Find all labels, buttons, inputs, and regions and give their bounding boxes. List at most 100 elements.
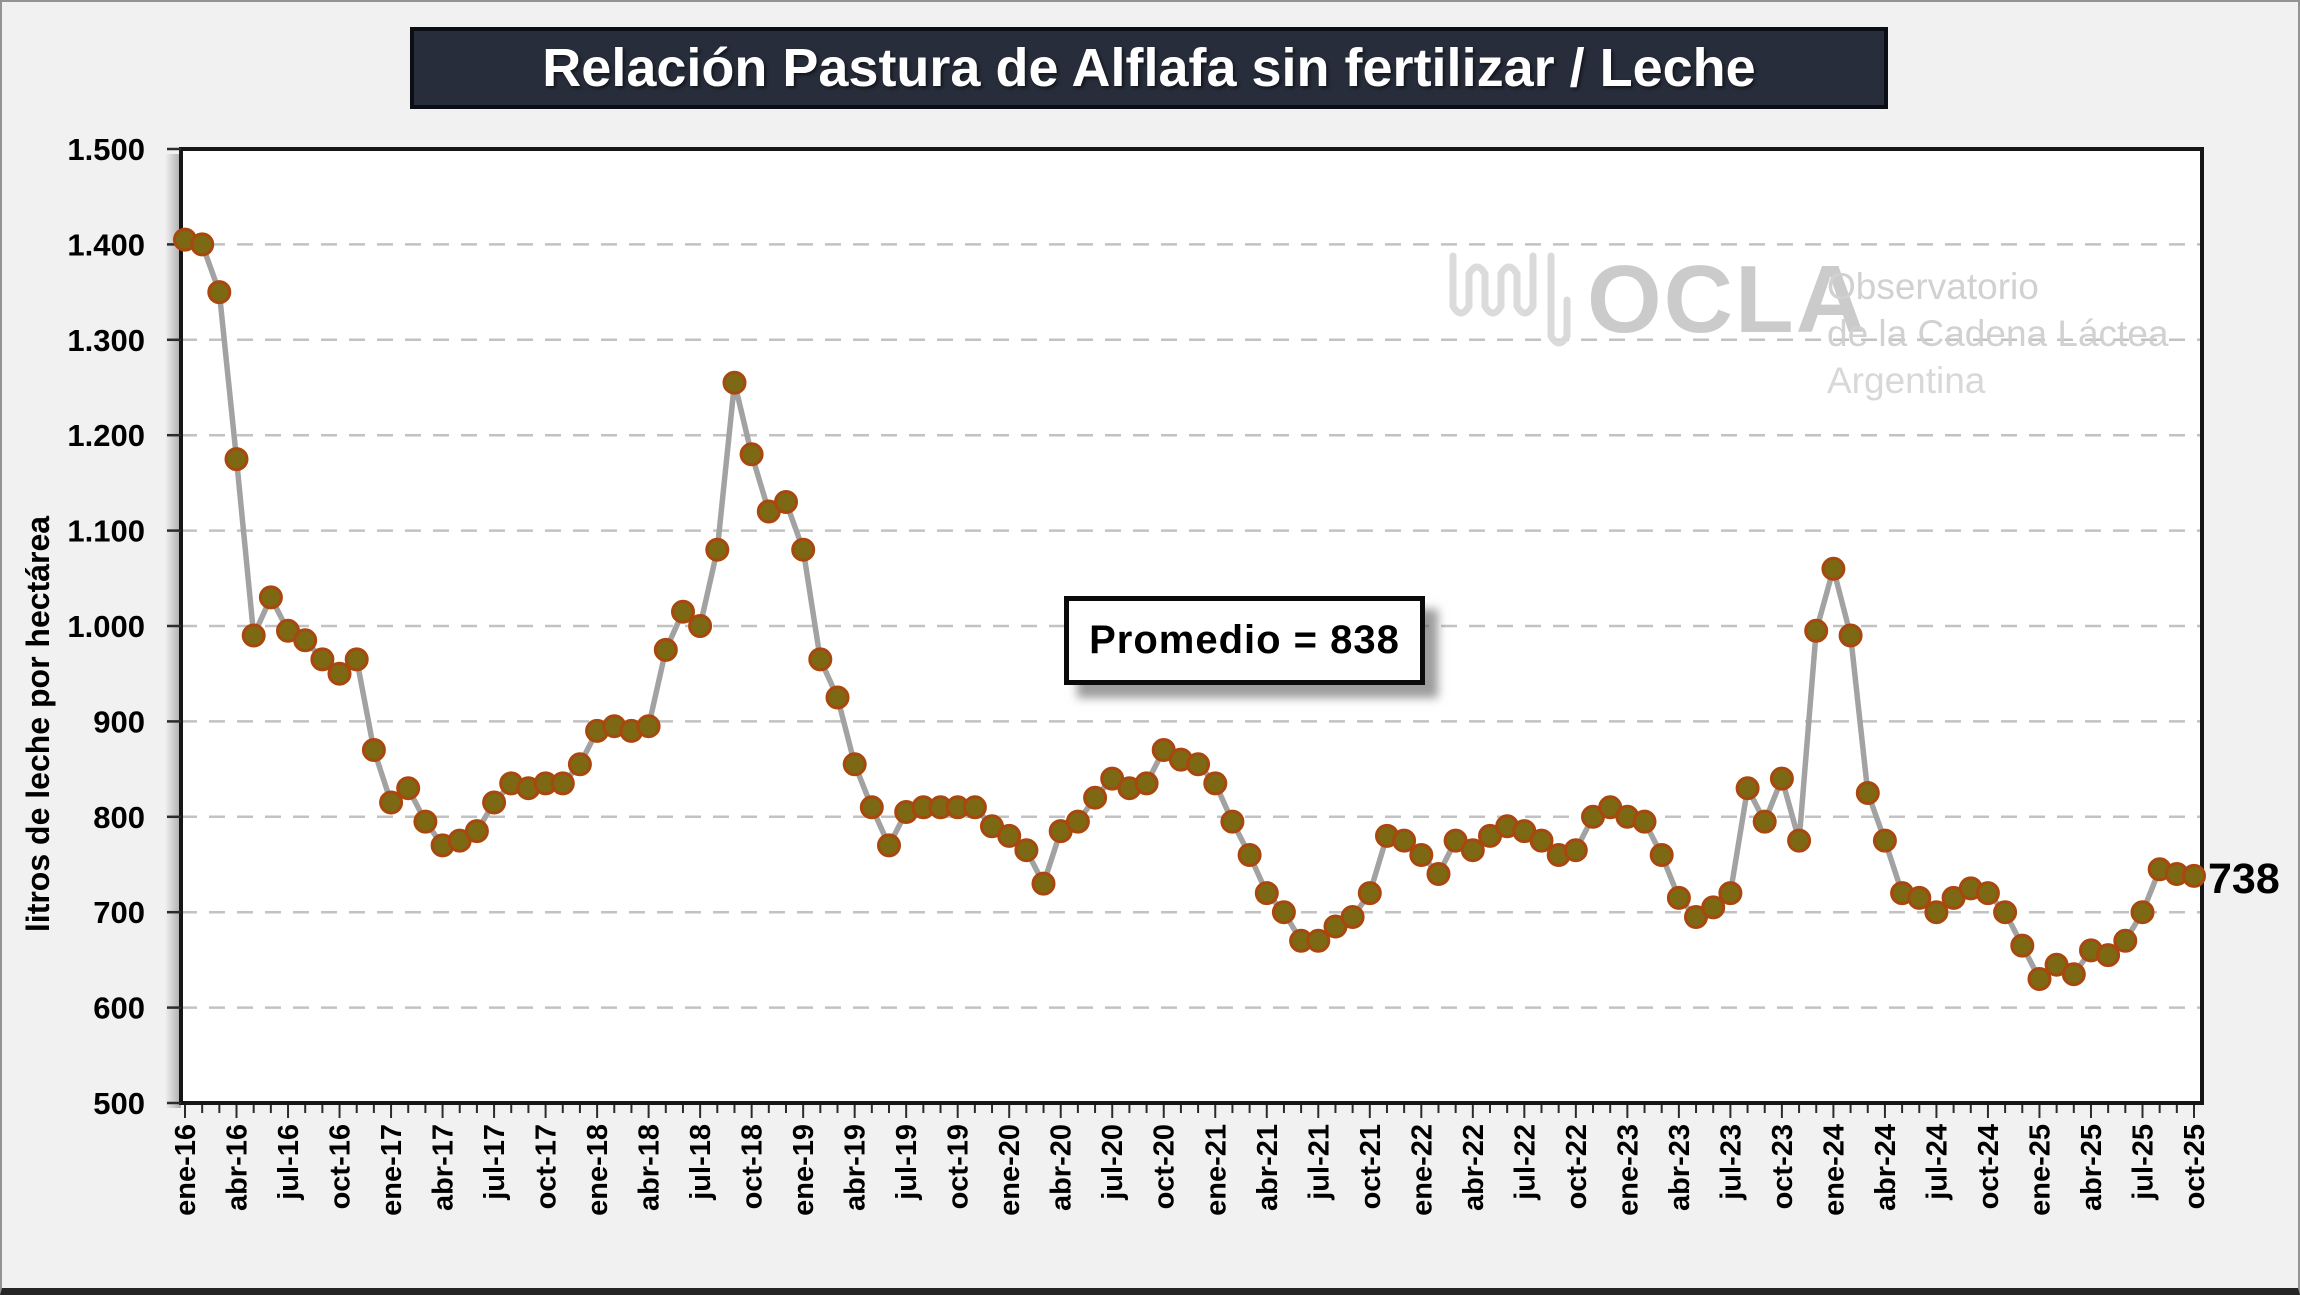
y-tick-label: 600 [93, 991, 145, 1026]
plot-left-shadow [165, 154, 181, 1108]
data-point [1924, 900, 1949, 925]
data-point [962, 795, 987, 820]
data-point [1031, 871, 1056, 896]
data-point [1529, 828, 1554, 853]
y-tick-label: 1.000 [67, 609, 145, 644]
x-tick-label: ene-16 [170, 1124, 202, 1216]
data-point [1563, 838, 1588, 863]
data-point [2096, 943, 2121, 968]
data-point [2113, 928, 2138, 953]
data-point [1752, 809, 1777, 834]
ocla-logo-drop-icon [1547, 252, 1571, 347]
data-point [413, 809, 438, 834]
x-tick-label: jul-21 [1303, 1124, 1335, 1201]
watermark-line1: Observatorio [1827, 266, 2039, 307]
y-tick-label: 900 [93, 704, 145, 739]
x-tick-label: jul-25 [2127, 1124, 2159, 1201]
data-point [241, 623, 266, 648]
ocla-watermark: OCLA Observatorio de la Cadena Láctea Ar… [1449, 246, 2169, 401]
x-tick-label: oct-16 [325, 1124, 357, 1209]
x-tick-label: abr-18 [634, 1124, 666, 1211]
data-point [877, 833, 901, 858]
data-point [1649, 843, 1674, 867]
ocla-logo-squiggle-icon [1449, 252, 1537, 317]
data-point [842, 752, 867, 777]
x-tick-label: ene-23 [1612, 1124, 1644, 1216]
x-tick-label: jul-16 [273, 1124, 305, 1201]
x-tick-label: abr-20 [1046, 1124, 1078, 1211]
data-point [1083, 785, 1108, 810]
x-tick-label: oct-20 [1149, 1124, 1181, 1209]
data-point [2130, 900, 2155, 925]
data-point [1254, 881, 1279, 906]
x-tick-label: ene-25 [2024, 1124, 2056, 1216]
y-tick-label: 500 [93, 1086, 145, 1121]
data-point [1271, 900, 1296, 925]
last-value-label: 738 [2208, 855, 2280, 903]
x-tick-label: oct-18 [737, 1124, 769, 1209]
x-tick-label: oct-17 [531, 1124, 563, 1209]
x-tick-label: jul-23 [1715, 1124, 1747, 1201]
data-point [379, 790, 404, 815]
data-point [1718, 881, 1743, 906]
data-point [207, 280, 232, 305]
data-point [2010, 933, 2035, 958]
data-point [190, 232, 215, 257]
x-tick-label: oct-22 [1561, 1124, 1593, 1209]
data-point [1340, 905, 1365, 929]
x-tick-label: oct-19 [943, 1124, 975, 1209]
data-point [1134, 771, 1159, 796]
gridlines [181, 243, 2202, 1009]
x-tick-label: abr-24 [1870, 1124, 1902, 1211]
y-tick-label: 1.200 [67, 418, 145, 453]
x-tick-label: abr-25 [2076, 1124, 2108, 1211]
data-point [310, 647, 335, 672]
data-point [705, 537, 730, 562]
x-tick-label: abr-16 [222, 1124, 254, 1211]
data-point [1220, 809, 1245, 834]
data-point [1838, 623, 1863, 648]
x-tick-label: abr-22 [1458, 1124, 1490, 1211]
y-tick-label: 1.500 [67, 132, 145, 167]
x-tick-label: ene-22 [1406, 1124, 1438, 1216]
data-point [1907, 885, 1932, 910]
y-tick-label: 1.300 [67, 323, 145, 358]
data-point [1855, 781, 1880, 805]
y-tick-label: 1.400 [67, 227, 145, 262]
data-point [859, 795, 884, 820]
x-tick-label: oct-24 [1973, 1124, 2005, 1209]
x-tick-label: jul-22 [1509, 1124, 1541, 1201]
x-tick-label: jul-24 [1921, 1124, 1953, 1201]
data-point [739, 442, 764, 467]
data-point [1460, 838, 1485, 863]
data-point [1065, 809, 1090, 834]
data-point [1203, 771, 1228, 796]
data-points [173, 227, 2206, 991]
data-point [567, 752, 592, 777]
x-tick-label: ene-19 [788, 1124, 820, 1216]
y-tick-label: 1.100 [67, 514, 145, 549]
data-point [1409, 843, 1434, 867]
data-point [293, 628, 318, 653]
data-point [1632, 809, 1657, 834]
data-point [1769, 766, 1794, 791]
x-tick-label: oct-21 [1355, 1124, 1387, 1209]
watermark-line3: Argentina [1827, 360, 1986, 401]
data-point [2027, 967, 2052, 991]
data-point [361, 738, 386, 762]
x-tick-label: oct-25 [2179, 1124, 2211, 1209]
data-point [1735, 776, 1760, 801]
data-point [997, 823, 1022, 848]
data-point [482, 790, 507, 815]
data-point [1306, 928, 1331, 953]
x-tick-label: abr-17 [428, 1124, 460, 1211]
data-point [1993, 900, 2018, 925]
x-tick-label: jul-20 [1097, 1124, 1129, 1201]
watermark-line2: de la Cadena Láctea [1827, 313, 2169, 354]
data-point [1426, 862, 1451, 886]
data-point [791, 537, 816, 562]
data-point [825, 685, 850, 710]
x-axis-ticks [184, 1105, 2195, 1118]
data-point [550, 771, 575, 796]
